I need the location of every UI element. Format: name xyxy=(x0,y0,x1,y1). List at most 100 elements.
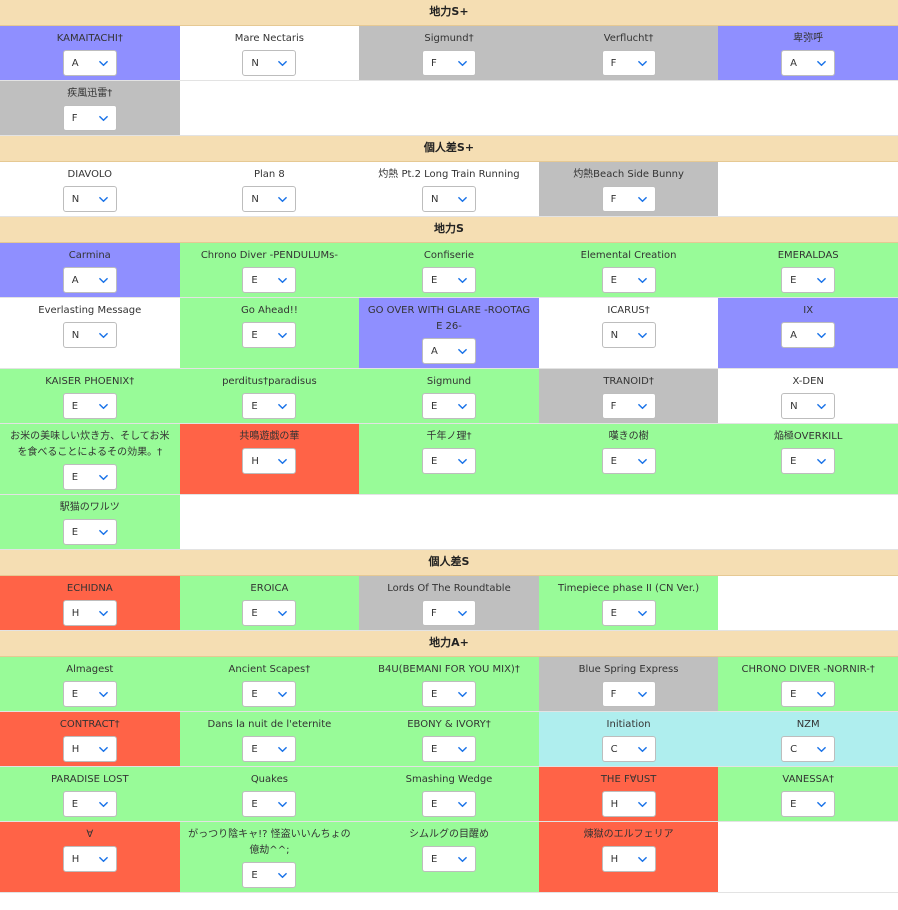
lamp-select[interactable]: N xyxy=(781,393,836,419)
lamp-select[interactable]: E xyxy=(601,267,656,293)
lamp-select[interactable]: E xyxy=(62,681,117,707)
lamp-select[interactable]: E xyxy=(421,681,476,707)
song-title: Carmina xyxy=(68,250,111,261)
lamp-select[interactable]: E xyxy=(62,464,117,490)
song-title: Confiserie xyxy=(423,250,475,261)
song-cell: VANESSA† E xyxy=(718,767,898,821)
song-cell: PARADISE LOST E xyxy=(0,767,180,821)
song-cell: Mare Nectaris N xyxy=(179,26,360,80)
song-cell: Plan 8 N xyxy=(179,162,360,216)
lamp-select-value: E xyxy=(71,471,79,483)
lamp-select[interactable]: E xyxy=(242,791,297,817)
lamp-select[interactable]: H xyxy=(62,736,117,762)
lamp-select[interactable]: A xyxy=(62,267,117,293)
lamp-select[interactable]: H xyxy=(601,791,656,817)
lamp-select-value: E xyxy=(251,329,258,341)
song-cell: Elemental Creation E xyxy=(538,243,719,297)
chevron-down-icon xyxy=(458,746,467,753)
lamp-select[interactable]: N xyxy=(601,322,656,348)
chevron-down-icon xyxy=(817,277,826,284)
lamp-select[interactable]: E xyxy=(601,448,656,474)
lamp-select[interactable]: E xyxy=(781,448,836,474)
song-title: Lords Of The Roundtable xyxy=(387,583,511,594)
lamp-select[interactable]: E xyxy=(242,600,297,626)
empty-cell xyxy=(359,81,539,135)
lamp-select-value: H xyxy=(610,798,619,810)
lamp-select-value: E xyxy=(251,400,258,412)
lamp-select[interactable]: A xyxy=(781,50,836,76)
lamp-select[interactable]: F xyxy=(421,50,476,76)
lamp-select[interactable]: C xyxy=(781,736,836,762)
lamp-select[interactable]: E xyxy=(242,322,297,348)
lamp-select[interactable]: E xyxy=(421,846,476,872)
lamp-select[interactable]: E xyxy=(781,267,836,293)
lamp-select-value: E xyxy=(610,607,617,619)
song-cell: 焔極OVERKILL E xyxy=(718,424,898,494)
lamp-select[interactable]: N xyxy=(62,322,117,348)
song-title: Verflucht† xyxy=(603,33,654,44)
lamp-select[interactable]: H xyxy=(62,600,117,626)
lamp-select[interactable]: F xyxy=(601,50,656,76)
lamp-select[interactable]: F xyxy=(62,105,117,131)
lamp-select[interactable]: E xyxy=(242,736,297,762)
song-cell: DIAVOLO N xyxy=(0,162,180,216)
song-title: KAMAITACHI† xyxy=(56,33,123,44)
chevron-down-icon xyxy=(817,801,826,808)
lamp-select[interactable]: E xyxy=(781,791,836,817)
lamp-select[interactable]: E xyxy=(62,393,117,419)
song-cell: Lords Of The Roundtable F xyxy=(359,576,539,630)
lamp-select[interactable]: E xyxy=(421,736,476,762)
chevron-down-icon xyxy=(278,277,288,284)
lamp-select[interactable]: E xyxy=(421,448,476,474)
lamp-select[interactable]: E xyxy=(242,267,297,293)
chevron-down-icon xyxy=(278,196,288,203)
lamp-select[interactable]: E xyxy=(242,393,297,419)
chevron-down-icon xyxy=(458,610,467,617)
lamp-select[interactable]: E xyxy=(62,791,117,817)
song-title: 嘆きの樹 xyxy=(608,431,649,442)
lamp-select[interactable]: N xyxy=(242,186,297,212)
song-cell: Everlasting Message N xyxy=(0,298,180,368)
lamp-select[interactable]: E xyxy=(781,681,836,707)
song-cell: X-DEN N xyxy=(718,369,898,423)
chevron-down-icon xyxy=(98,474,108,481)
lamp-select[interactable]: A xyxy=(421,338,476,364)
song-title: EBONY & IVORY† xyxy=(407,719,491,730)
song-cell: 疾風迅雷† F xyxy=(0,81,180,135)
song-cell: がっつり陰キャ!? 怪盗いいんちょの億劫^^; E xyxy=(179,822,360,892)
lamp-select[interactable]: H xyxy=(242,448,297,474)
chevron-down-icon xyxy=(278,691,288,698)
chevron-down-icon xyxy=(98,403,108,410)
song-cell: Chrono Diver -PENDULUMs- E xyxy=(179,243,360,297)
lamp-select[interactable]: E xyxy=(421,393,476,419)
lamp-select[interactable]: A xyxy=(62,50,117,76)
lamp-select[interactable]: N xyxy=(242,50,297,76)
song-title: 煉獄のエルフェリア xyxy=(583,829,674,840)
lamp-select[interactable]: H xyxy=(601,846,656,872)
song-cell: Verflucht† F xyxy=(538,26,719,80)
song-cell: 共鳴遊戯の華 H xyxy=(179,424,360,494)
chevron-down-icon xyxy=(637,801,647,808)
lamp-select[interactable]: N xyxy=(421,186,476,212)
lamp-select[interactable]: H xyxy=(62,846,117,872)
lamp-select[interactable]: F xyxy=(601,393,656,419)
lamp-select[interactable]: F xyxy=(421,600,476,626)
lamp-select[interactable]: C xyxy=(601,736,656,762)
lamp-select[interactable]: E xyxy=(62,519,117,545)
lamp-select[interactable]: A xyxy=(781,322,836,348)
lamp-select[interactable]: E xyxy=(421,267,476,293)
song-title: PARADISE LOST xyxy=(50,774,129,785)
chevron-down-icon xyxy=(278,458,288,465)
lamp-select[interactable]: E xyxy=(242,681,297,707)
lamp-select[interactable]: N xyxy=(62,186,117,212)
lamp-select-value: A xyxy=(790,57,798,69)
empty-cell xyxy=(359,495,539,549)
lamp-select[interactable]: E xyxy=(421,791,476,817)
song-cell: THE F∀UST H xyxy=(538,767,719,821)
lamp-select[interactable]: E xyxy=(242,862,297,888)
chevron-down-icon xyxy=(637,610,647,617)
lamp-select[interactable]: F xyxy=(601,186,656,212)
lamp-select[interactable]: F xyxy=(601,681,656,707)
lamp-select[interactable]: E xyxy=(601,600,656,626)
